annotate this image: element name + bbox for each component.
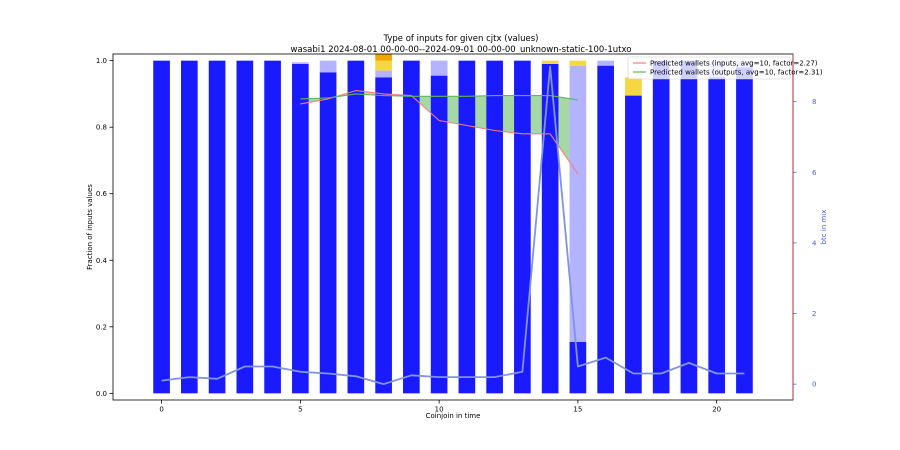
bars-group — [153, 54, 753, 394]
bar-segment — [403, 60, 420, 394]
legend-label-outputs: Predicted wallets (outputs, avg=10, fact… — [650, 69, 823, 77]
y2-tick-label: 2 — [812, 310, 816, 318]
x-tick-label: 5 — [298, 406, 302, 414]
y2-tick-label: 8 — [812, 98, 816, 106]
bar-segment — [458, 60, 476, 394]
bar-segment — [541, 60, 559, 64]
bar-segment — [375, 54, 392, 61]
bar-segment — [430, 75, 448, 394]
bar-segment — [514, 60, 531, 394]
bar-segment — [430, 60, 448, 76]
y-tick-label: 0.0 — [96, 390, 107, 398]
y2-axis-ticks: 0 2 4 6 8 — [793, 98, 817, 389]
legend-box — [627, 56, 791, 80]
predicted-wallets-outputs-line — [300, 93, 578, 101]
predicted-wallets-inputs-line — [300, 90, 579, 175]
bar-segment — [680, 60, 698, 394]
bar-segment — [319, 60, 337, 73]
x-tick-label: 15 — [573, 406, 582, 414]
y2-tick-label: 0 — [812, 381, 816, 389]
bar-segment — [569, 341, 587, 394]
y-axis-label: Fraction of inputs values — [86, 184, 94, 270]
legend: Predicted wallets (inputs, avg=10, facto… — [627, 56, 823, 80]
bar-segment — [292, 63, 309, 394]
y-tick-label: 0.4 — [96, 257, 108, 265]
bar-segment — [208, 60, 226, 394]
bar-segment — [708, 77, 725, 394]
bar-segment — [153, 60, 170, 394]
bar-segment — [375, 77, 392, 394]
y-tick-label: 0.8 — [96, 124, 107, 132]
lines-group — [161, 65, 745, 385]
bar-segment — [597, 60, 614, 66]
bar-segment — [652, 60, 670, 394]
bar-segment — [347, 60, 365, 394]
bar-segment — [597, 65, 614, 394]
bar-segment — [292, 62, 309, 64]
bar-segment — [736, 67, 753, 394]
bar-segment — [181, 60, 198, 394]
y2-axis-label: btc in mix — [820, 210, 828, 245]
bar-segment — [486, 60, 503, 394]
x-axis-ticks: 0 5 10 15 20 — [159, 400, 721, 414]
bar-segment — [264, 60, 281, 394]
x-tick-label: 20 — [712, 406, 721, 414]
bar-segment — [319, 72, 337, 394]
bar-segment — [375, 70, 392, 78]
btc-in-mix-line — [161, 65, 745, 385]
bar-segment — [625, 77, 642, 96]
x-tick-label: 10 — [435, 406, 444, 414]
x-axis-label: Coinjoin in time — [426, 412, 481, 420]
bar-segment — [569, 60, 587, 66]
y-tick-label: 0.2 — [96, 323, 107, 331]
bar-segment — [625, 95, 642, 394]
bar-segment — [541, 63, 559, 394]
bar-segment — [569, 65, 587, 342]
y2-tick-label: 6 — [812, 169, 817, 177]
chart-title: Type of inputs for given cjtx (values) — [383, 34, 539, 44]
x-tick-label: 0 — [159, 406, 163, 414]
y-axis-ticks: 0.0 0.2 0.4 0.6 0.8 1.0 — [96, 57, 113, 398]
bar-segment — [236, 60, 254, 394]
y-tick-label: 1.0 — [96, 57, 107, 65]
bar-segment — [375, 60, 392, 71]
chart-subtitle: wasabi1 2024-08-01 00-00-00--2024-09-01 … — [291, 45, 632, 55]
y2-tick-label: 4 — [812, 239, 817, 247]
y-tick-label: 0.6 — [96, 190, 108, 198]
legend-label-inputs: Predicted wallets (inputs, avg=10, facto… — [650, 60, 818, 68]
